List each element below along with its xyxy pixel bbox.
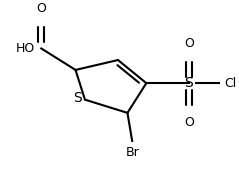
Text: O: O [184, 116, 194, 129]
Text: O: O [184, 37, 194, 50]
Text: O: O [36, 2, 46, 15]
Text: S: S [185, 76, 193, 90]
Text: Br: Br [125, 146, 139, 159]
Text: HO: HO [16, 42, 35, 55]
Text: S: S [74, 91, 82, 105]
Text: Cl: Cl [224, 77, 236, 90]
